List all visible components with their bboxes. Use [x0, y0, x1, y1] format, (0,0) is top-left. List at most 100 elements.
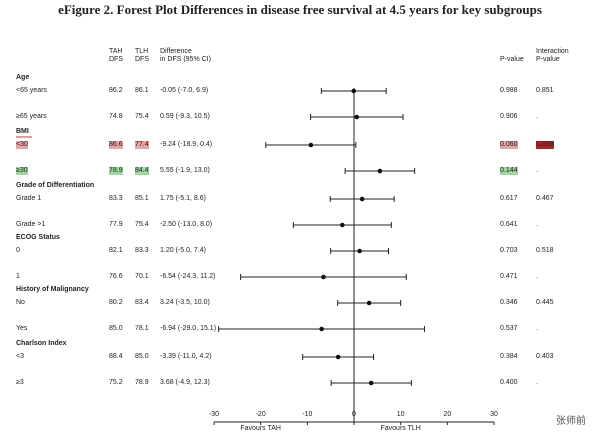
row-5-2-point-estimate [319, 326, 324, 332]
row-1-2-point-estimate [354, 114, 360, 120]
row-3-1-interaction: 0.467 [536, 195, 554, 202]
row-2-1-interaction: 0.038 [536, 141, 554, 149]
row-3-1-ci-text: 1.75 (-5.1, 8.6) [160, 195, 206, 202]
row-1-2-ci-text: 0.59 (-9.3, 10.5) [160, 113, 210, 120]
group-label-6: Charlson Index [16, 340, 67, 347]
figure-title: eFigure 2. Forest Plot Differences in di… [58, 2, 542, 17]
header-pvalue: P-value [500, 56, 524, 63]
row-1-2-pvalue: 0.906 [500, 113, 518, 120]
group-label-1: Age [16, 74, 30, 81]
row-6-1-tah: 88.4 [109, 353, 123, 360]
row-5-2-ci-text: -6.94 (-29.0, 15.1) [160, 325, 217, 332]
row-6-2-tlh: 78.9 [135, 379, 149, 386]
group-label-3: Grade of Differentiation [16, 182, 95, 189]
row-1-1-pvalue: 0.988 [500, 87, 518, 94]
row-4-2-pvalue: 0.471 [500, 273, 518, 280]
row-3-2-ci-text: -2.50 (-13.0, 8.0) [160, 221, 213, 228]
row-5-1-ci-text: 3.24 (-3.5, 10.0) [160, 299, 210, 306]
row-3-2-pvalue: 0.641 [500, 221, 518, 228]
header-difference: Difference in DFS (95% CI) [160, 48, 211, 63]
header-tlh: TLH DFS [135, 48, 149, 63]
x-tick-label-3: -10 [302, 411, 312, 418]
row-1-1-interaction: 0.851 [536, 87, 554, 94]
row-6-1-label: <3 [16, 353, 24, 360]
row-1-2-tlh: 75.4 [135, 113, 149, 120]
row-1-1-tah: 86.2 [109, 87, 123, 94]
row-5-1-pvalue: 0.346 [500, 299, 518, 306]
row-3-1-label: Grade 1 [16, 195, 42, 202]
row-2-2-ci-text: 5.55 (-1.9, 13.0) [160, 167, 210, 174]
row-5-2-interaction: . [536, 325, 538, 332]
row-5-1-label: No [16, 299, 25, 306]
row-1-2-tah: 74.8 [109, 113, 123, 120]
x-tick-label-1: -30 [209, 411, 219, 418]
row-3-2-tah: 77.9 [109, 221, 123, 228]
row-6-2-interaction: . [536, 379, 538, 386]
row-6-1-ci-text: -3.39 (-11.0, 4.2) [160, 353, 212, 360]
row-2-2-point-estimate [377, 168, 383, 174]
row-4-1-label: 0 [16, 247, 20, 254]
header-tah: TAH DFS [109, 48, 123, 63]
row-2-2-interaction: . [536, 167, 538, 174]
row-4-2-ci-text: -6.54 (-24.3, 11.2) [160, 273, 216, 280]
row-3-1-tlh: 85.1 [135, 195, 149, 202]
x-label-favours-tah: Favours TAH [240, 425, 281, 432]
x-label-favours-tlh: Favours TLH [380, 425, 420, 432]
watermark: 张师前 [556, 416, 586, 427]
x-tick-label-7: 30 [490, 411, 498, 418]
row-5-1-tlh: 83.4 [135, 299, 149, 306]
row-3-2-tlh: 75.4 [135, 221, 149, 228]
group-label-4: ECOG Status [16, 234, 60, 241]
row-6-2-pvalue: 0.400 [500, 379, 518, 386]
row-1-1-point-estimate [351, 88, 357, 94]
row-1-1-label: <65 years [16, 87, 47, 94]
row-4-1-tlh: 83.3 [135, 247, 149, 254]
row-4-2-tah: 76.6 [109, 273, 123, 280]
row-2-1-label: <30 [16, 141, 28, 149]
row-6-1-interaction: 0.403 [536, 353, 554, 360]
row-6-2-label: ≥3 [16, 379, 24, 386]
row-4-1-pvalue: 0.703 [500, 247, 518, 254]
row-1-2-label: ≥65 years [16, 113, 47, 120]
x-tick-label-5: 10 [397, 411, 405, 418]
row-2-2-label: ≥30 [16, 167, 28, 175]
row-4-1-ci-text: 1.20 (-5.0, 7.4) [160, 247, 206, 254]
row-5-1-tah: 80.2 [109, 299, 123, 306]
row-5-2-label: Yes [16, 325, 28, 332]
row-2-1-ci-text: -9.24 (-18.9, 0.4) [160, 141, 213, 148]
row-5-2-tah: 85.0 [109, 325, 123, 332]
row-5-1-point-estimate [366, 300, 372, 306]
x-tick-label-2: -20 [256, 411, 266, 418]
row-5-2-pvalue: 0.537 [500, 325, 518, 332]
row-3-2-label: Grade >1 [16, 221, 46, 228]
x-tick-label-6: 20 [443, 411, 451, 418]
group-label-5: History of Malignancy [16, 286, 89, 293]
row-1-2-interaction: . [536, 113, 538, 120]
row-3-2-interaction: . [536, 221, 538, 228]
row-4-1-interaction: 0.518 [536, 247, 554, 254]
row-1-1-tlh: 86.1 [135, 87, 149, 94]
row-2-1-tlh: 77.4 [135, 141, 149, 149]
row-4-2-label: 1 [16, 273, 20, 280]
x-tick-label-4: 0 [352, 411, 356, 418]
row-1-1-ci-text: -0.05 (-7.0, 6.9) [160, 87, 209, 94]
row-2-2-tah: 78.9 [109, 167, 123, 175]
row-3-1-point-estimate [359, 196, 365, 202]
row-4-2-point-estimate [321, 274, 326, 280]
row-2-1-tah: 86.6 [109, 141, 123, 149]
header-interaction: Interaction P-value [536, 48, 569, 63]
row-4-1-tah: 82.1 [109, 247, 123, 254]
row-6-1-point-estimate [335, 354, 341, 360]
row-6-2-point-estimate [368, 380, 374, 386]
row-4-2-interaction: . [536, 273, 538, 280]
row-6-2-tah: 75.2 [109, 379, 123, 386]
row-2-1-pvalue: 0.060 [500, 141, 518, 149]
forest-plot-panel: TAH DFS TLH DFS Difference in DFS (95% CI) … [16, 30, 584, 432]
row-2-2-tlh: 84.4 [135, 167, 149, 175]
row-6-1-pvalue: 0.384 [500, 353, 518, 360]
row-6-1-tlh: 85.0 [135, 353, 149, 360]
row-4-1-point-estimate [357, 248, 362, 254]
row-6-2-ci-text: 3.68 (-4.9, 12.3) [160, 379, 210, 386]
row-5-2-tlh: 78.1 [135, 325, 149, 332]
